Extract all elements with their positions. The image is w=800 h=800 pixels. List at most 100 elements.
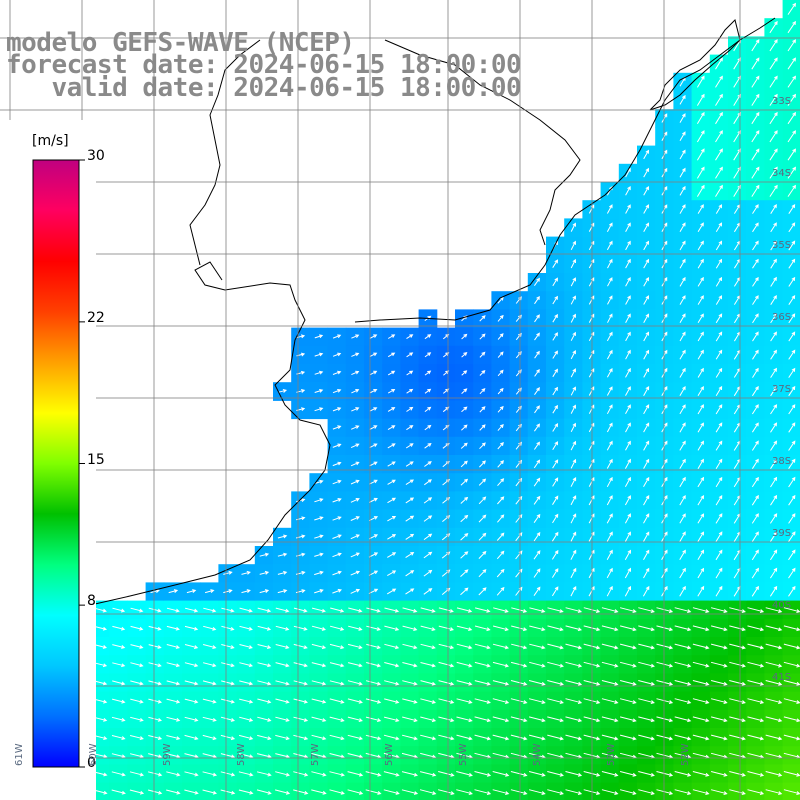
wind-arrow [751, 184, 760, 197]
wind-arrow [770, 276, 777, 287]
wind-arrow [130, 716, 144, 722]
wind-arrow [552, 368, 558, 378]
wind-arrow [474, 771, 492, 777]
wind-arrow [788, 331, 796, 342]
wind-arrow [405, 479, 414, 486]
wind-arrow [366, 662, 381, 668]
wind-arrow [692, 716, 710, 723]
wind-arrow [350, 479, 360, 485]
wind-arrow [787, 57, 796, 70]
wind-arrow [184, 607, 199, 613]
wind-arrow [492, 771, 510, 777]
wind-arrow [384, 643, 400, 650]
wind-arrow [729, 789, 746, 795]
wind-arrow [679, 313, 686, 324]
wind-arrow [479, 460, 486, 468]
wind-arrow [386, 588, 397, 595]
wind-arrow [350, 516, 360, 521]
wind-arrow [625, 258, 631, 269]
wind-arrow [405, 588, 415, 595]
wind-arrow [643, 367, 649, 378]
wind-arrow [696, 184, 705, 197]
wind-arrow [275, 607, 290, 613]
wind-arrow [770, 458, 778, 469]
wind-arrow [329, 771, 345, 777]
wind-arrow [184, 716, 199, 722]
wind-arrow [383, 716, 400, 722]
wind-arrow [552, 404, 558, 414]
wind-arrow [643, 513, 650, 524]
wind-arrow [570, 458, 577, 469]
wind-arrow [474, 625, 491, 632]
wind-arrow [166, 625, 180, 631]
longitude-label: 58W [236, 743, 247, 766]
wind-arrow [529, 607, 546, 613]
wind-arrow [533, 586, 541, 596]
wind-arrow [715, 57, 723, 70]
wind-arrow [769, 130, 778, 143]
wind-arrow [674, 698, 692, 704]
wind-arrow [552, 313, 558, 323]
wind-arrow [729, 661, 746, 668]
wind-arrow [765, 698, 783, 704]
wind-arrow [547, 607, 564, 613]
longitude-label: 53W [606, 743, 617, 766]
wind-arrow [697, 458, 704, 469]
wind-arrow [606, 531, 613, 542]
wind-arrow [496, 532, 505, 541]
wind-arrow [570, 277, 576, 287]
wind-arrow [365, 680, 382, 686]
wind-arrow [329, 662, 345, 668]
wind-arrow [552, 495, 559, 505]
wind-arrow [697, 349, 704, 360]
wind-arrow [369, 425, 378, 430]
wind-arrow [112, 680, 126, 686]
wind-arrow [402, 680, 418, 686]
wind-arrow [402, 662, 418, 668]
wind-arrow [221, 625, 235, 631]
wind-arrow [239, 680, 254, 686]
wind-arrow [384, 698, 400, 704]
wind-arrow [547, 698, 564, 704]
wind-arrow [148, 607, 162, 613]
wind-arrow [643, 549, 650, 560]
wind-arrow [601, 771, 619, 777]
wind-arrow [529, 643, 546, 650]
wind-arrow [787, 20, 796, 34]
wind-arrow [332, 461, 342, 467]
wind-arrow [474, 680, 491, 686]
wind-arrow [624, 585, 631, 597]
wind-arrow [751, 567, 759, 579]
wind-arrow [715, 422, 723, 433]
wind-arrow [257, 734, 272, 741]
wind-arrow [606, 331, 613, 342]
wind-arrow [601, 661, 619, 668]
wind-arrow [787, 39, 796, 52]
wind-arrow [438, 698, 455, 704]
wind-arrow [715, 93, 723, 106]
wind-arrow [510, 789, 528, 795]
wind-arrow [643, 385, 650, 396]
wind-arrow [478, 550, 487, 559]
wind-arrow [625, 204, 631, 214]
wind-arrow [277, 552, 288, 557]
wind-arrow [679, 349, 686, 360]
wind-arrow [387, 570, 397, 577]
wind-arrow [221, 680, 235, 686]
wind-arrow [293, 607, 308, 613]
latitude-label: 36S [772, 312, 792, 323]
wind-arrow [679, 149, 686, 160]
wind-arrow [474, 698, 491, 704]
wind-arrow [710, 625, 728, 632]
wind-arrow [619, 643, 637, 650]
wind-arrow [692, 734, 710, 741]
wind-arrow [752, 258, 759, 269]
lagoon-coast [649, 19, 741, 111]
wind-arrow [419, 771, 437, 777]
wind-arrow [351, 370, 360, 376]
wind-arrow [496, 568, 505, 578]
wind-arrow [384, 607, 400, 613]
wind-arrow [184, 789, 199, 795]
wind-arrow [438, 680, 455, 686]
wind-arrow [679, 495, 686, 506]
